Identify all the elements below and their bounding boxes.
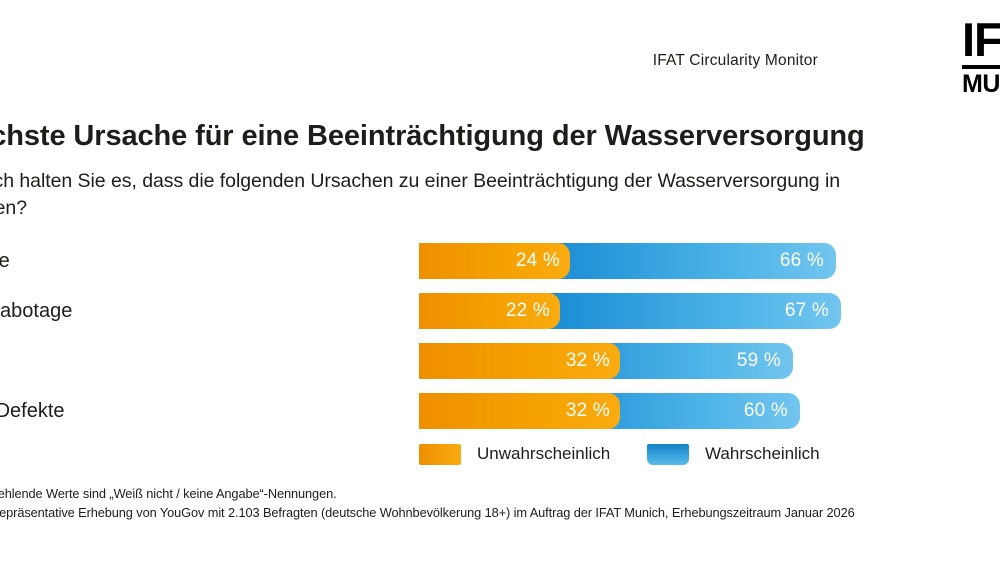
footnote-line: Fehlende Werte sind „Weiß nicht / keine … <box>0 486 337 501</box>
stacked-bar: 66 % 24 % <box>419 243 836 279</box>
footnotes: Fehlende Werte sind „Weiß nicht / keine … <box>0 484 1000 522</box>
bar-value-wahrscheinlich: 66 % <box>779 250 824 271</box>
logo-wordmark-bottom: MUNICH <box>962 70 1000 94</box>
bar-value-wahrscheinlich: 59 % <box>736 350 781 371</box>
legend-swatch-icon <box>647 443 689 465</box>
bar-value-wahrscheinlich: 60 % <box>743 400 788 421</box>
chart-row: Technische Defekte 60 % 32 % <box>0 393 1000 429</box>
legend-swatch-icon <box>419 443 461 465</box>
bar-segment-unwahrscheinlich: 32 % <box>419 343 620 379</box>
bar-value-unwahrscheinlich: 22 % <box>505 300 550 321</box>
legend-item[interactable]: Wahrscheinlich <box>647 443 820 465</box>
logo-divider-rule <box>962 65 1000 69</box>
bar-value-unwahrscheinlich: 32 % <box>565 400 610 421</box>
chart-row: Physische Sabotage 67 % 22 % <box>0 293 1000 329</box>
chart-row: Cyberangriffe 66 % 24 % <box>0 243 1000 279</box>
legend-label: Wahrscheinlich <box>705 444 820 463</box>
page-subtitle: Wie wahrscheinlich halten Sie es, dass d… <box>0 170 841 219</box>
legend-item[interactable]: Unwahrscheinlich <box>419 443 610 465</box>
stacked-bar-chart: Cyberangriffe 66 % 24 % Physische Sabotage 6… <box>0 230 1000 430</box>
logo-wordmark-top: IFAT <box>962 18 1000 66</box>
bar-value-wahrscheinlich: 67 % <box>784 300 829 321</box>
brand-label: IFAT Circularity Monitor <box>652 52 818 69</box>
category-label: Physische Sabotage <box>0 300 73 322</box>
category-label: Unwetter <box>0 349 410 373</box>
category-label: Technische Defekte <box>0 400 65 422</box>
bar-segment-unwahrscheinlich: 24 % <box>419 243 570 279</box>
bar-value-unwahrscheinlich: 24 % <box>515 250 560 271</box>
stacked-bar: 60 % 32 % <box>419 393 800 429</box>
page-title: Wahrscheinlichste Ursache für eine Beein… <box>0 120 865 152</box>
stacked-bar: 59 % 32 % <box>419 343 793 379</box>
category-label: Cyberangriffe <box>0 250 10 272</box>
chart-row: Unwetter 59 % 32 % <box>0 343 1000 379</box>
stacked-bar: 67 % 22 % <box>419 293 841 329</box>
bar-value-unwahrscheinlich: 32 % <box>565 350 610 371</box>
legend-label: Unwahrscheinlich <box>477 444 611 463</box>
bar-segment-unwahrscheinlich: 22 % <box>419 293 560 329</box>
footnote-line: Repräsentative Erhebung von YouGov mit 2… <box>0 505 855 520</box>
bar-segment-unwahrscheinlich: 32 % <box>419 393 620 429</box>
ifat-munich-logo: IFAT MUNICH <box>962 18 1000 94</box>
page-header: IFAT Circularity Monitor IFAT MUNICH <box>0 0 1000 105</box>
